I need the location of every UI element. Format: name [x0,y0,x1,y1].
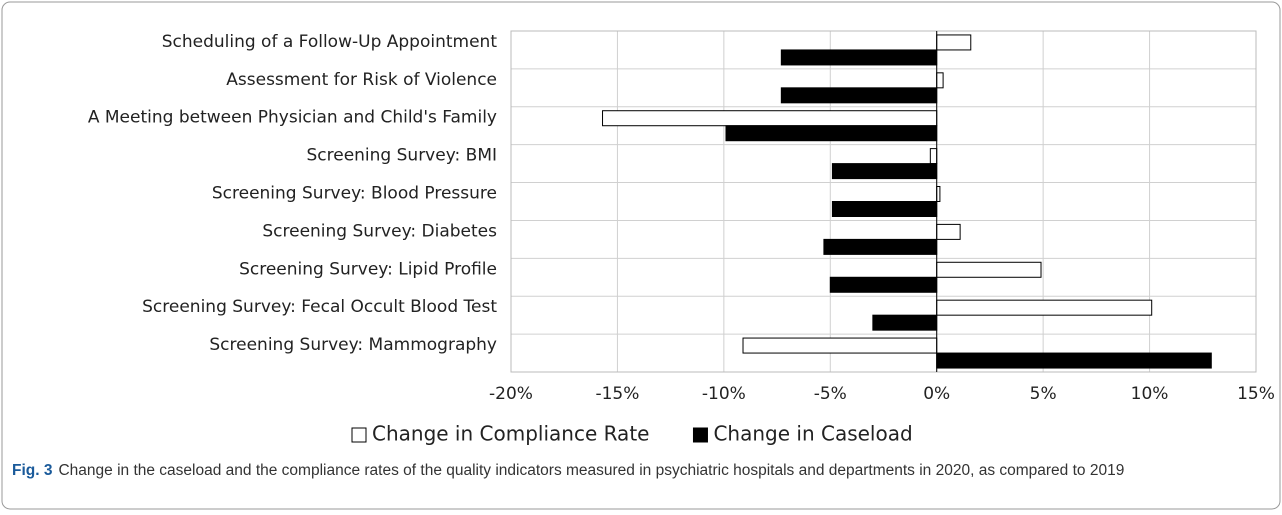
bar [831,163,938,180]
legend-swatch [692,427,708,443]
y-tick-label: Screening Survey: Mammography [209,335,497,355]
bar [936,34,972,51]
caption-text: Change in the caseload and the complianc… [58,462,1125,479]
x-tick-label: -5% [814,384,847,404]
x-tick-label: 10% [1131,384,1169,404]
x-tick-label: -20% [489,384,533,404]
x-tick-label: 0% [923,384,950,404]
bar [780,49,938,66]
bar [829,276,938,293]
y-tick-label: Screening Survey: Diabetes [262,221,497,241]
plot-border [510,30,1257,373]
bar [936,72,944,89]
y-tick-label: Assessment for Risk of Violence [226,70,497,90]
bar [936,352,1212,369]
bar [742,337,938,354]
bar [780,87,938,104]
x-tick-label: -10% [702,384,746,404]
caption: Fig. 3 Change in the caseload and the com… [12,460,1262,482]
x-tick-label: 15% [1237,384,1275,404]
y-tick-label: Screening Survey: Fecal Occult Blood Tes… [142,297,497,317]
bar [872,314,938,331]
bar [823,238,938,255]
bar [831,201,938,217]
x-tick-label: -15% [595,384,639,404]
bar [725,125,938,142]
legend-label: Change in Compliance Rate [372,422,649,446]
x-tick-label: 5% [1030,384,1057,404]
y-tick-label: Scheduling of a Follow-Up Appointment [162,32,498,52]
legend-label: Change in Caseload [713,422,912,446]
caption-label: Fig. 3 [12,462,53,479]
y-tick-label: Screening Survey: Blood Pressure [212,184,497,204]
y-tick-label: A Meeting between Physician and Child's … [88,108,497,128]
bar [936,223,961,240]
bar [602,110,938,127]
bar [929,148,938,165]
legend-swatch [351,427,367,443]
y-tick-label: Screening Survey: Lipid Profile [239,259,497,279]
y-tick-label: Screening Survey: BMI [306,146,497,166]
bar [936,299,1153,316]
bar [936,261,1042,278]
